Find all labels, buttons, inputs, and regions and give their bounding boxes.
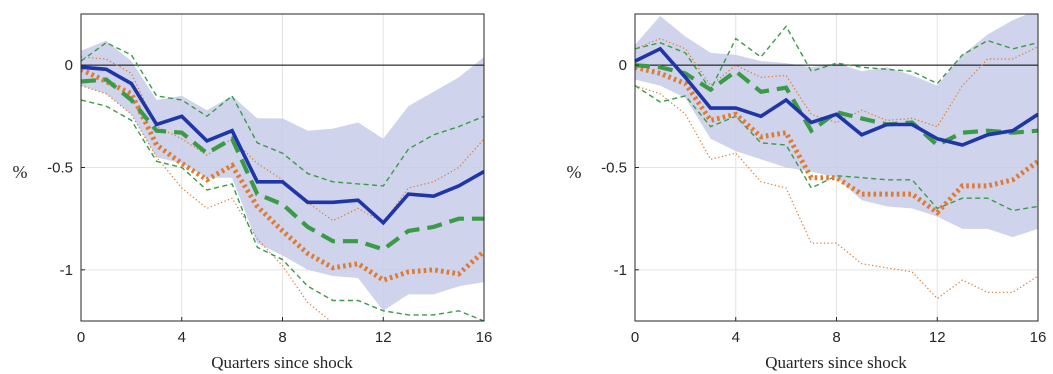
x-tick-label: 4 — [732, 329, 740, 346]
plot-area — [81, 40, 484, 321]
y-tick-label: -0.5 — [601, 160, 627, 177]
series-line-thin-dash — [81, 99, 484, 321]
y-tick-label: 0 — [65, 57, 73, 74]
series-line-thick-dash — [635, 63, 1038, 148]
confidence-band — [81, 40, 484, 311]
series-line-thick-dash — [81, 77, 484, 252]
x-tick-label: 0 — [77, 329, 85, 346]
x-tick-label: 12 — [375, 329, 392, 346]
series-line-solid — [635, 46, 1038, 147]
y-tick-label: -1 — [614, 262, 627, 279]
y-axis-label: % — [567, 162, 582, 182]
x-tick-label: 16 — [476, 329, 493, 346]
series-line-solid — [81, 65, 484, 226]
tick-labels: 0 4 8 12 16 0 -0.5 -1 — [47, 57, 492, 346]
right-chart-panel: 0 4 8 12 16 0 -0.5 -1 % Quarters since shock — [567, 13, 1046, 372]
series-line-thin-dot — [635, 85, 1038, 300]
tick-labels: 0 4 8 12 16 0 -0.5 -1 — [601, 57, 1046, 346]
x-tick-label: 0 — [631, 329, 639, 346]
series-line-thin-dash — [81, 41, 484, 187]
x-tick-label: 8 — [278, 329, 286, 346]
series-line-thick-dot — [635, 64, 1038, 216]
x-tick-label: 16 — [1030, 329, 1047, 346]
plot-area — [635, 14, 1038, 300]
y-axis-label: % — [13, 162, 28, 182]
series-line-thin-dash — [635, 85, 1038, 212]
x-tick-label: 12 — [929, 329, 946, 346]
left-chart-panel: 0 4 8 12 16 0 -0.5 -1 % Quarters since shock — [13, 13, 492, 372]
y-tick-label: -0.5 — [47, 160, 73, 177]
x-tick-label: 4 — [178, 329, 186, 346]
series-line-thin-dot — [81, 85, 360, 321]
y-tick-label: -1 — [60, 262, 73, 279]
series-line-thick-dot — [81, 67, 484, 283]
x-axis-label: Quarters since shock — [765, 353, 907, 372]
confidence-band — [635, 14, 1038, 238]
x-tick-label: 8 — [832, 329, 840, 346]
x-axis-label: Quarters since shock — [211, 353, 353, 372]
y-tick-label: 0 — [619, 57, 627, 74]
